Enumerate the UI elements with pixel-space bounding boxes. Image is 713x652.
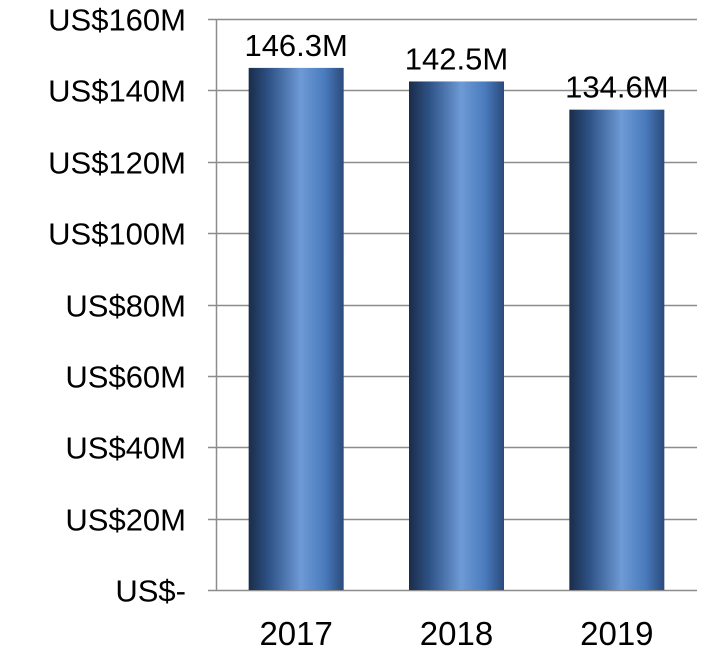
- y-tick-label: US$140M: [48, 74, 186, 109]
- bar-value-label: 134.6M: [565, 70, 668, 105]
- y-tick-label: US$60M: [65, 360, 186, 395]
- data-labels: 146.3M 142.5M 134.6M: [244, 28, 668, 105]
- y-tick-label: US$100M: [48, 217, 186, 252]
- bar: [409, 81, 504, 590]
- bars: [248, 67, 665, 591]
- bar-value-label: 146.3M: [244, 28, 347, 63]
- bar: [569, 109, 665, 591]
- y-tick-label: US$80M: [65, 289, 186, 324]
- bar-value-label: 142.5M: [405, 41, 508, 76]
- x-category-label: 2019: [580, 615, 653, 652]
- x-axis-category-labels: 2017 2018 2019: [259, 615, 653, 652]
- bar: [248, 67, 344, 591]
- y-axis-tick-labels: US$- US$20M US$40M US$60M US$80M US$100M US$12…: [48, 3, 186, 609]
- y-tick-label: US$40M: [65, 431, 186, 466]
- x-category-label: 2018: [420, 615, 493, 652]
- y-tick-label: US$160M: [48, 3, 186, 38]
- axes: [208, 18, 697, 592]
- y-tick-label: US$20M: [65, 503, 186, 538]
- y-tick-label: US$-: [115, 574, 186, 609]
- y-tick-label: US$120M: [48, 146, 186, 181]
- x-category-label: 2017: [259, 615, 332, 652]
